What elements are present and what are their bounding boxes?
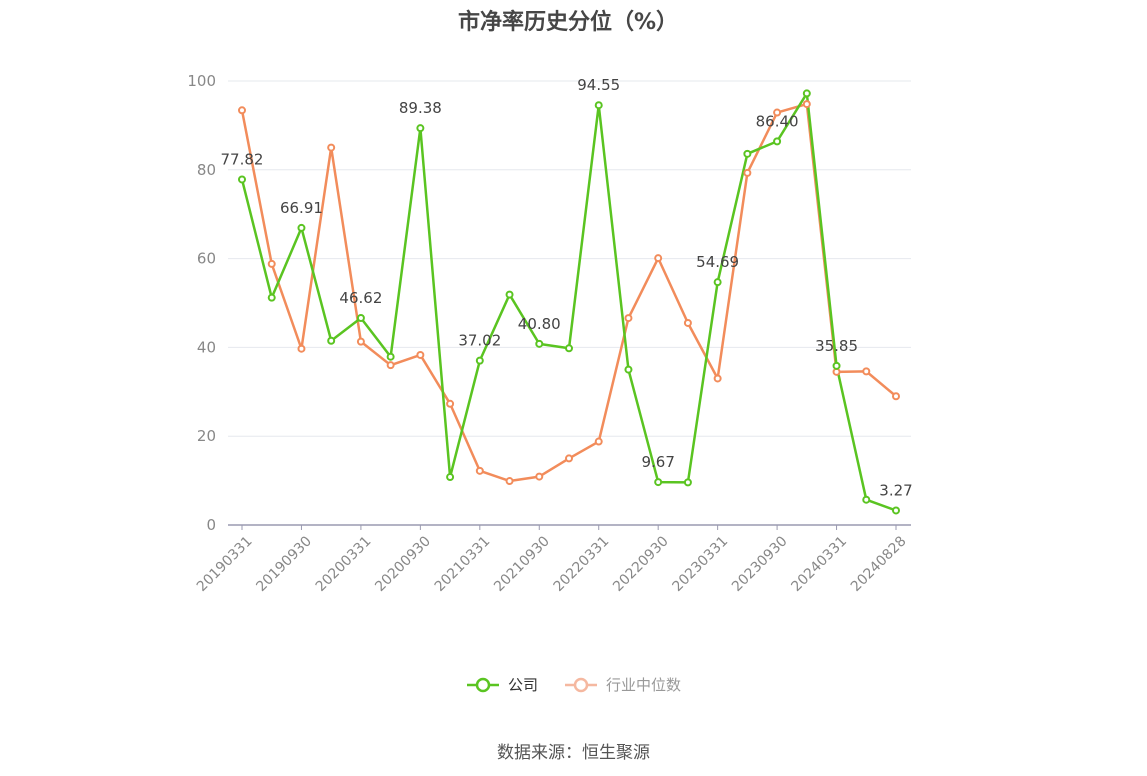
y-tick-label: 60 [197, 250, 216, 268]
data-point-industry [238, 106, 246, 115]
data-point-industry [773, 108, 782, 117]
x-tick-label: 20230930 [729, 533, 791, 595]
data-point-company [713, 278, 722, 287]
data-point-company [654, 478, 663, 487]
y-tick-label: 40 [197, 338, 216, 356]
line-chart: 0 20 40 60 80 100 2019033120190930202003312020… [187, 72, 912, 595]
data-point-industry [862, 367, 871, 376]
x-tick-label: 20240828 [848, 533, 910, 595]
data-point-industry [416, 350, 425, 359]
x-tick-label: 20190331 [194, 533, 256, 595]
data-point-company [683, 478, 692, 487]
data-point-industry [327, 143, 336, 152]
legend-label-company: 公司 [507, 676, 538, 694]
x-tick-label: 20220930 [610, 533, 672, 595]
data-point-company [238, 175, 246, 184]
data-point-company [505, 290, 514, 299]
data-point-company [297, 223, 306, 232]
data-point-company [594, 101, 603, 110]
data-point-company [802, 89, 811, 98]
data-point-company [535, 339, 544, 348]
legend-item-company[interactable]: 公司 [466, 674, 538, 695]
data-point-industry [297, 344, 306, 353]
data-point-company [565, 344, 573, 353]
y-tick-label: 20 [197, 427, 216, 445]
data-point-industry [475, 466, 484, 475]
data-point-company [446, 473, 455, 482]
data-point-industry [535, 472, 544, 481]
data-point-industry [624, 314, 633, 323]
data-point-company [892, 506, 900, 515]
data-point-industry [892, 392, 900, 401]
data-point-industry [565, 454, 573, 463]
data-point-company [416, 124, 425, 133]
x-tick-label: 20200930 [372, 533, 434, 595]
data-label: 40.80 [518, 315, 561, 333]
data-label: 66.91 [280, 199, 323, 217]
x-tick-label: 20230331 [670, 533, 732, 595]
data-point-industry [356, 337, 365, 346]
data-point-industry [267, 259, 276, 268]
data-label: 77.82 [221, 150, 264, 168]
data-point-company [773, 137, 782, 146]
data-point-company [327, 336, 336, 345]
data-label: 86.40 [756, 112, 799, 130]
data-point-company [475, 356, 484, 365]
data-point-industry [743, 168, 752, 177]
data-point-industry [386, 361, 395, 370]
data-point-company [356, 314, 365, 323]
data-label: 35.85 [815, 337, 858, 355]
legend-item-industry[interactable]: 行业中位数 [564, 674, 681, 695]
data-point-company [386, 352, 395, 361]
chart-title: 市净率历史分位（%） [457, 10, 679, 35]
x-tick-label: 20220331 [551, 533, 613, 595]
x-tick-label: 20210331 [432, 533, 494, 595]
data-point-industry [802, 100, 811, 109]
x-tick-label: 20240331 [788, 533, 850, 595]
data-source: 数据来源：恒生聚源 [497, 743, 650, 763]
data-label: 89.38 [399, 99, 442, 117]
data-point-industry [446, 399, 455, 408]
data-label: 9.67 [641, 453, 674, 471]
data-point-industry [505, 477, 514, 486]
data-point-industry [683, 318, 692, 327]
data-point-company [862, 495, 871, 504]
data-label: 37.02 [458, 332, 501, 350]
data-label: 3.27 [879, 481, 912, 499]
data-point-industry [654, 254, 663, 263]
legend-label-industry: 行业中位数 [606, 676, 682, 694]
x-tick-label: 20190930 [253, 533, 315, 595]
data-point-industry [713, 374, 722, 383]
legend-company-icon [466, 677, 499, 692]
data-point-company [743, 149, 752, 158]
legend-industry-icon [565, 677, 597, 692]
data-point-company [832, 361, 841, 370]
y-tick-label: 80 [197, 161, 216, 179]
data-point-company [267, 293, 276, 302]
data-point-company [624, 365, 633, 374]
x-tick-label: 20200331 [313, 533, 375, 595]
data-label: 46.62 [339, 289, 382, 307]
y-tick-label: 0 [206, 516, 216, 534]
data-label: 54.69 [696, 253, 739, 271]
y-tick-label: 100 [187, 72, 216, 90]
data-point-industry [594, 437, 603, 446]
data-label: 94.55 [577, 76, 620, 94]
chart-legend: 公司 行业中位数 [0, 674, 1147, 695]
x-tick-label: 20210930 [491, 533, 553, 595]
